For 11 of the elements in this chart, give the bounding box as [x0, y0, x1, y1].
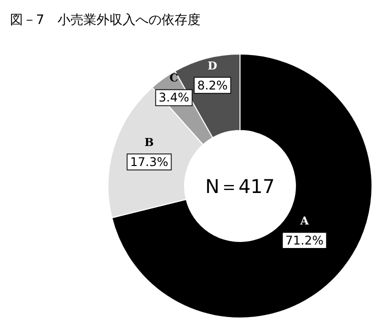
text: N＝417: [205, 176, 275, 198]
data-label: 71.2%: [285, 233, 324, 248]
slice-label: A: [299, 214, 310, 228]
donut-slice: [111, 54, 372, 318]
chart-title: 図－7 小売業外収入への依存度: [10, 12, 200, 28]
slice-label: C: [170, 72, 179, 85]
data-label: 8.2%: [197, 78, 228, 92]
data-label: 3.4%: [158, 90, 190, 105]
slice-label: D: [208, 59, 218, 72]
data-label: 17.3%: [130, 154, 168, 169]
slice-label: B: [144, 136, 154, 149]
